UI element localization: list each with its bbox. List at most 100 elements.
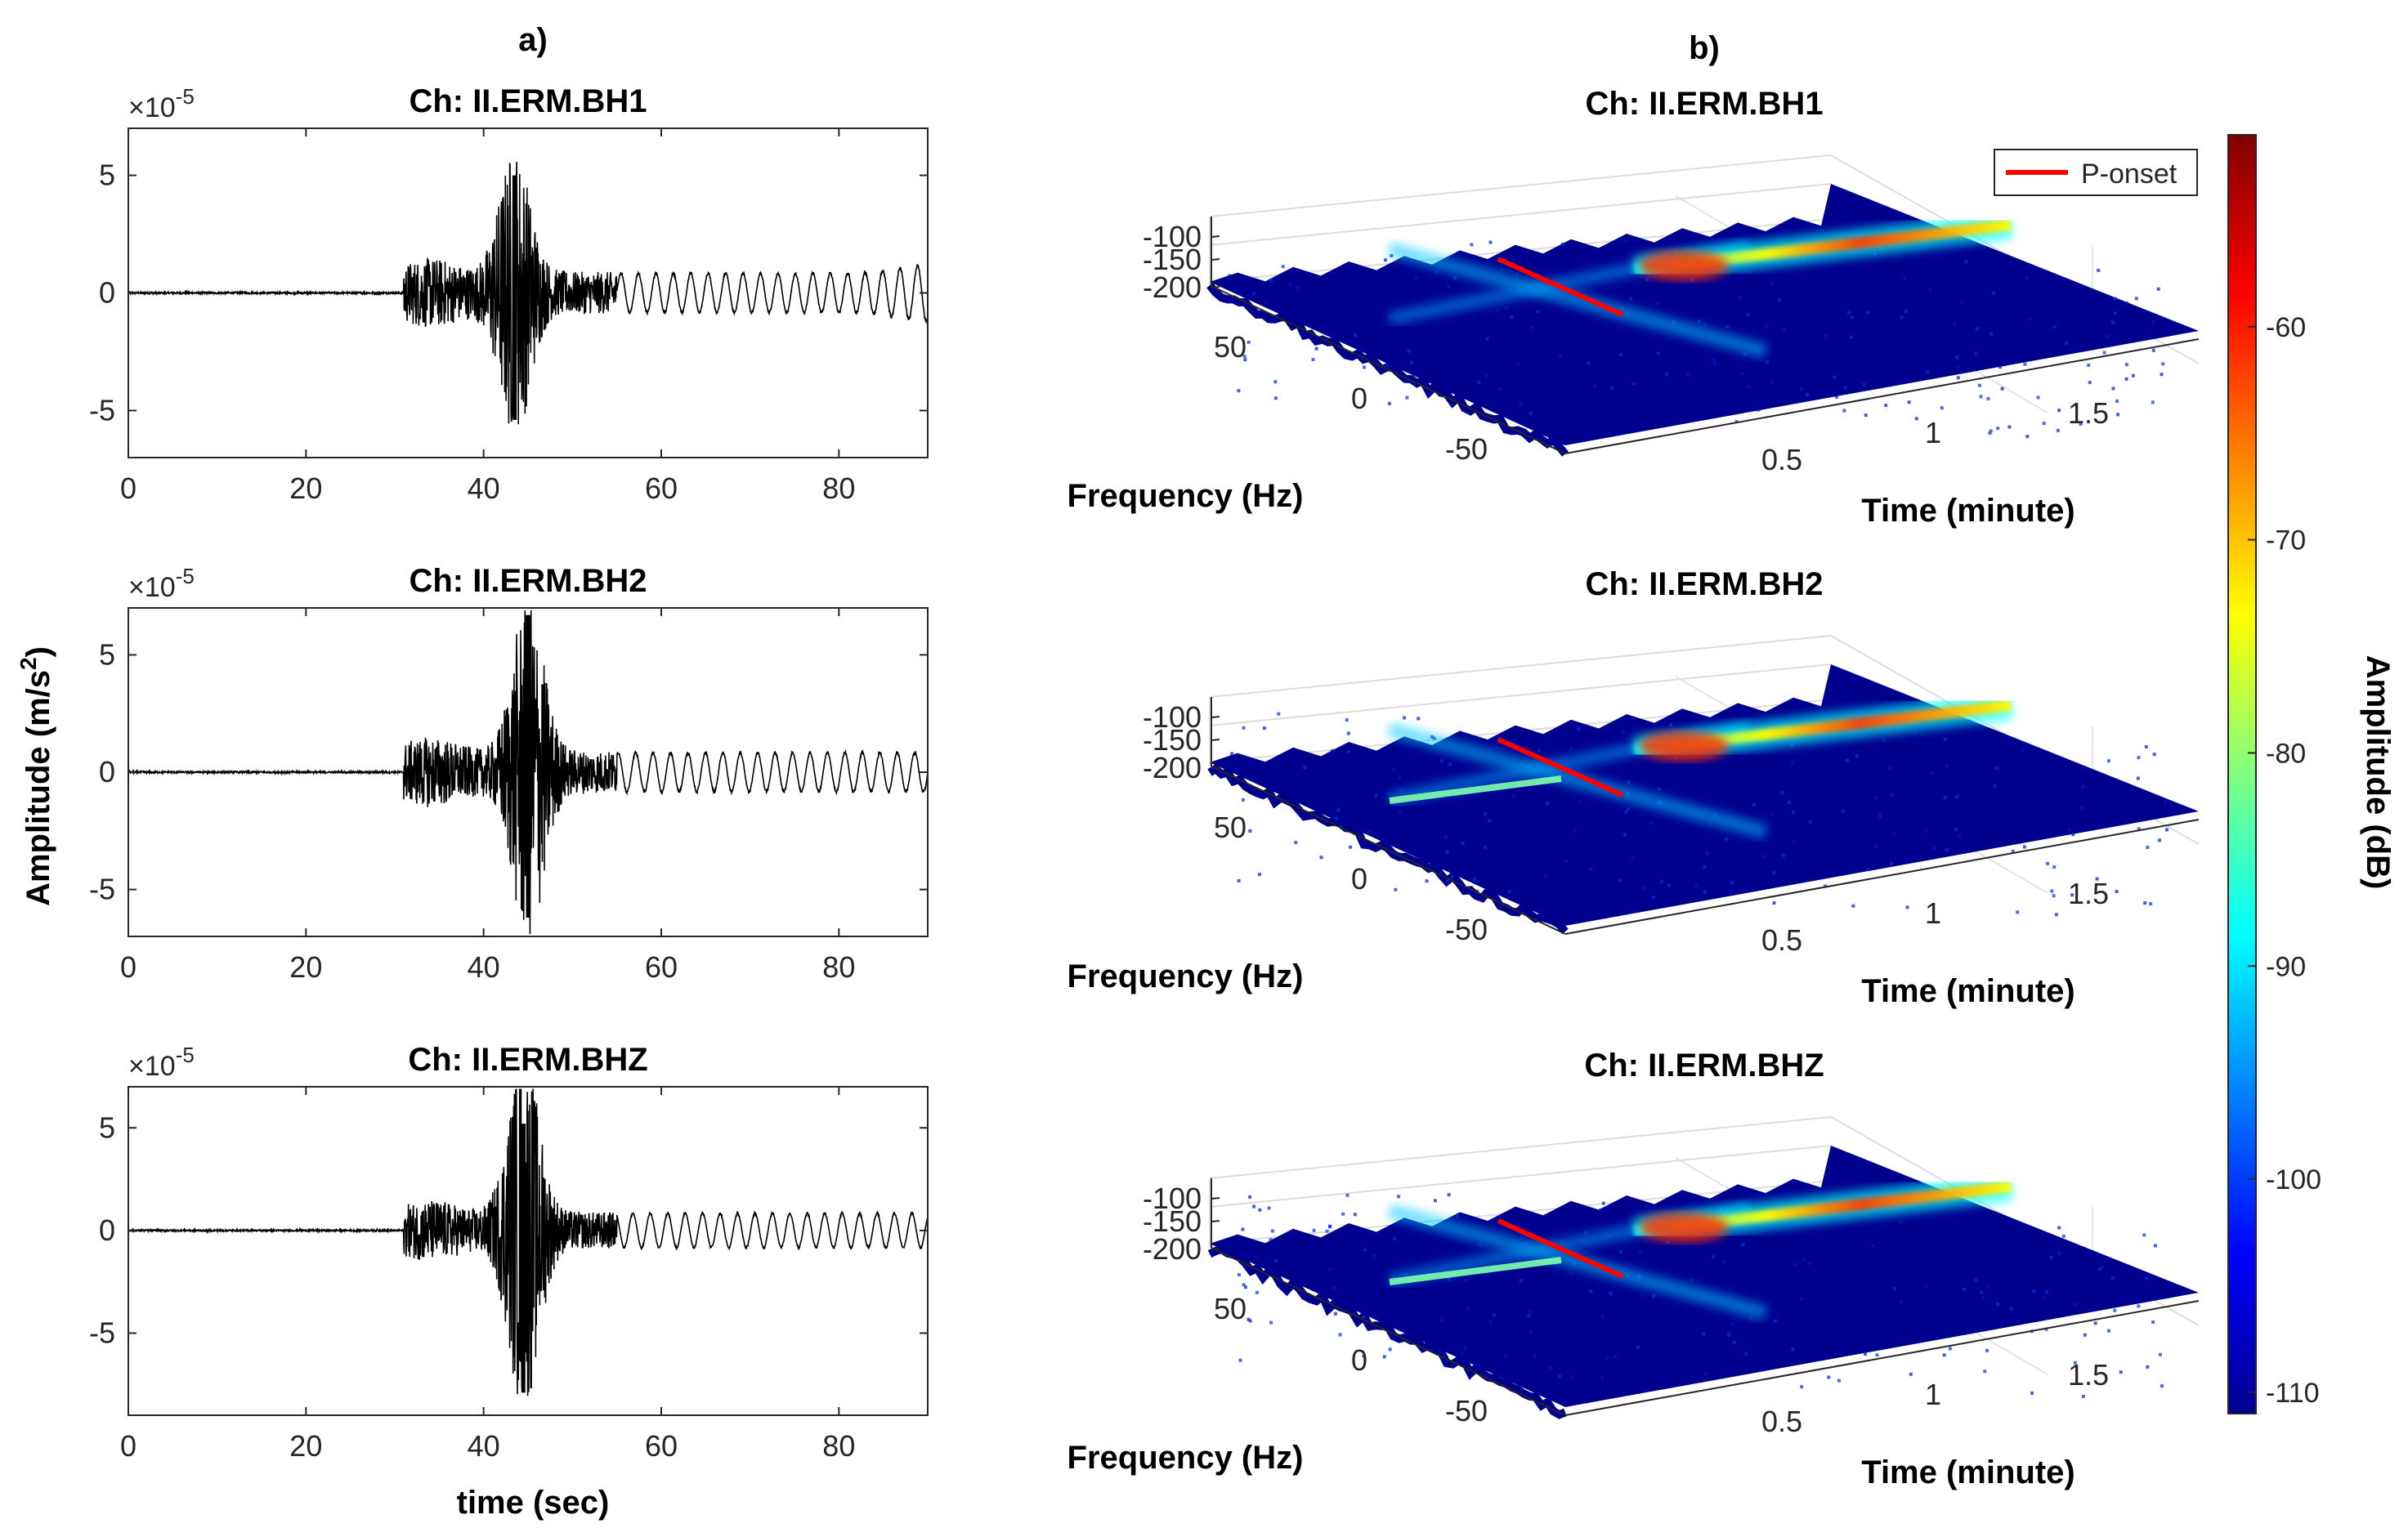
spectrogram-speckle — [1627, 807, 1631, 811]
spectrogram-speckle — [1498, 387, 1502, 391]
spectrogram-speckle — [2151, 320, 2155, 324]
spectrogram-surface-edge — [1206, 283, 1569, 457]
spectrogram-speckle — [1890, 793, 1894, 798]
spectrogram-speckle — [1237, 1273, 1241, 1277]
spectrogram-speckle — [1792, 811, 1796, 815]
spectrogram-speckle — [2119, 1370, 2123, 1374]
spectrogram-speckle — [1241, 1227, 1245, 1231]
spectrogram-speckle — [1841, 809, 1845, 813]
spectrogram-speckle — [1273, 1258, 1278, 1262]
spectrogram-speckle — [1536, 310, 1540, 314]
spectrogram-speckle — [1269, 278, 1273, 282]
spectrogram-title: Ch: II.ERM.BHZ — [1584, 1048, 1824, 1083]
spectrogram-speckle — [1787, 800, 1791, 804]
waveform-title: Ch: II.ERM.BH1 — [409, 83, 647, 119]
spectrogram-speckle — [1963, 1287, 1967, 1291]
spectrogram-speckle — [1247, 340, 1251, 344]
spectrogram-ztick — [1211, 1220, 1220, 1222]
spectrogram-speckle — [1914, 417, 1918, 421]
spectrogram-speckle — [2011, 849, 2015, 853]
spectrogram-speckle — [1438, 1350, 1442, 1354]
spectrogram-freq-tick-label: -50 — [1445, 913, 1488, 946]
spectrogram-speckle — [1332, 1286, 1336, 1290]
waveform-xtick-label: 20 — [289, 1429, 322, 1463]
spectrogram-speckle — [1725, 324, 1730, 328]
spectrogram-speckle — [1510, 315, 1514, 319]
spectrogram-speckle — [1800, 1385, 1804, 1389]
spectrogram-speckle — [1402, 716, 1406, 720]
spectrogram-speckle — [2032, 1289, 2036, 1293]
colorbar-tick-label: -110 — [2266, 1378, 2320, 1409]
spectrogram-speckle — [1752, 802, 1756, 806]
spectrogram-grid-line — [1209, 183, 1832, 246]
spectrogram-speckle — [2028, 317, 2032, 321]
spectrogram-speckle — [2073, 1361, 2077, 1365]
spectrogram-grid-line — [1209, 664, 1832, 726]
spectrogram-speckle — [2080, 806, 2084, 810]
spectrogram-speckle — [1666, 1240, 1670, 1244]
waveform-exponent-power: -5 — [176, 1043, 195, 1067]
spectrogram-speckle — [1837, 1378, 1841, 1383]
spectrogram-speckle — [1447, 284, 1451, 288]
spectrogram-speckle — [1790, 761, 1794, 765]
waveform-exponent: ×10-5 — [128, 84, 195, 123]
spectrogram-speckle — [1455, 1214, 1459, 1218]
spectrogram-speckle — [1892, 832, 1896, 836]
spectrogram-speckle — [2067, 828, 2071, 832]
waveform-xtick-label: 80 — [822, 1429, 855, 1463]
spectrogram-speckle — [1928, 288, 1932, 292]
spectrogram-speckle — [1730, 1322, 1734, 1326]
spectrogram-ztick-label: -200 — [1143, 270, 1202, 304]
spectrogram-speckle — [1899, 1220, 1903, 1224]
spectrogram-speckle — [1614, 1355, 1618, 1359]
spectrogram-speckle — [2042, 422, 2046, 426]
colorbar-tick-label: -60 — [2266, 312, 2306, 343]
spectrogram-speckle — [1624, 239, 1628, 244]
spectrogram-speckle — [1799, 386, 1803, 391]
spectrogram-speckle — [1533, 1354, 1537, 1358]
spectrogram-speckle — [1569, 1271, 1573, 1276]
spectrogram-speckle — [1294, 841, 1298, 845]
spectrogram-speckle — [2107, 1329, 2111, 1333]
spectrogram-speckle — [1730, 891, 1734, 895]
spectrogram-speckle — [1694, 883, 1699, 887]
spectrogram-speckle — [1806, 393, 1810, 397]
spectrogram-speckle — [2124, 377, 2128, 381]
spectrogram-speckle — [1703, 865, 1707, 869]
spectrogram-speckle — [1569, 747, 1573, 751]
spectrogram-speckle — [1505, 306, 1509, 310]
spectrogram-speckle — [2125, 301, 2129, 305]
spectrogram-speckle — [1503, 1353, 1507, 1357]
spectrogram-speckle — [1792, 840, 1796, 844]
spectrogram-speckle — [1924, 1285, 1928, 1289]
spectrogram-speckle — [2151, 348, 2155, 352]
spectrogram-xlabel: Time (minute) — [1861, 1454, 2075, 1490]
spectrogram-axis — [1211, 1247, 1566, 1416]
spectrogram-ztick — [1211, 286, 1220, 288]
spectrogram-speckle — [1341, 1212, 1345, 1216]
spectrogram-speckle — [1995, 1302, 1999, 1306]
waveform-axes-box — [128, 1086, 929, 1416]
spectrogram-speckle — [1990, 332, 1994, 336]
spectrogram-ztick — [1211, 766, 1220, 769]
spectrogram-speckle — [1488, 240, 1493, 244]
spectrogram-speckle — [1319, 856, 1323, 860]
spectrogram-speckle — [1774, 1319, 1778, 1323]
spectrogram-speckle — [2144, 744, 2148, 748]
spectrogram-speckle — [1778, 298, 1782, 302]
spectrogram-speckle — [2009, 1307, 2013, 1311]
spectrogram-speckle — [1981, 1296, 1985, 1300]
spectrogram-speckle — [2164, 800, 2168, 804]
spectrogram-ztick-label: -100 — [1143, 700, 1202, 734]
spectrogram-surface-edge — [1207, 763, 1569, 935]
spectrogram-grid-line — [1209, 635, 1832, 698]
spectrogram-axis — [1564, 819, 2200, 935]
spectrogram-speckle — [2073, 1302, 2077, 1307]
spectrogram-speckle — [1900, 315, 1904, 319]
spectrogram-grid-line — [1209, 1116, 1832, 1179]
spectrogram-speckle — [2161, 362, 2165, 366]
waveform-xtick-label: 40 — [468, 471, 500, 505]
spectrogram-speckle — [1311, 357, 1315, 361]
spectrogram-speckle — [1241, 798, 1245, 802]
spectrogram-speckle — [1945, 764, 1949, 768]
